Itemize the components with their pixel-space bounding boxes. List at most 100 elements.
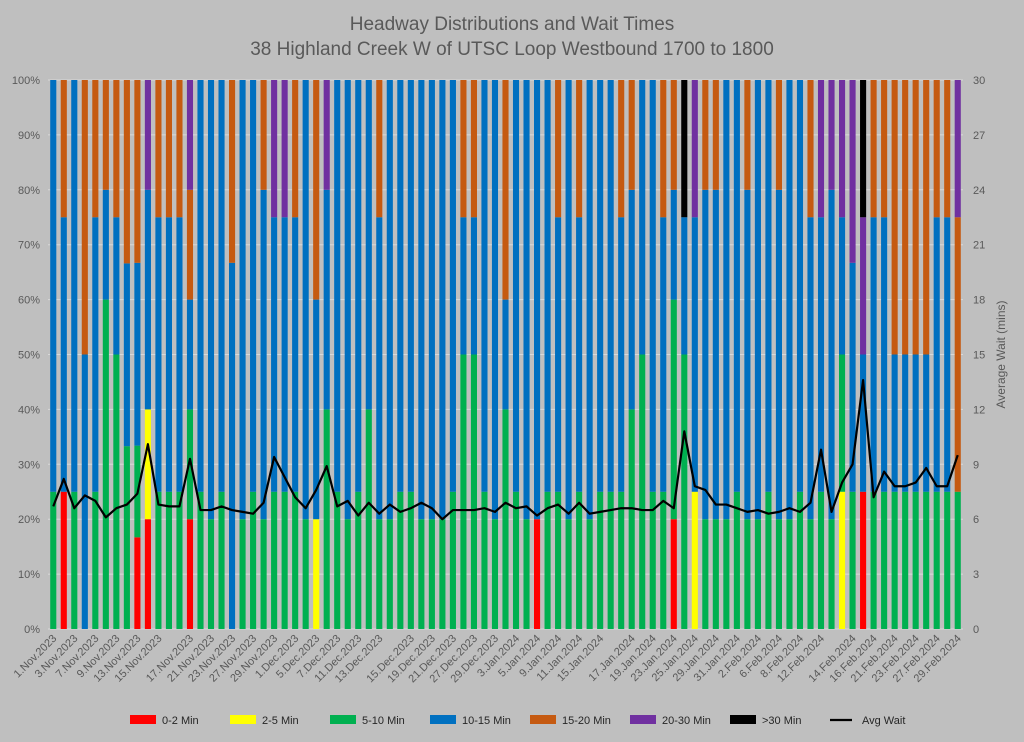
bar-segment: [418, 80, 425, 520]
bar-segment: [407, 491, 414, 629]
bar-segment: [712, 189, 719, 520]
bar-segment: [618, 80, 625, 218]
bar-segment: [50, 80, 57, 492]
bar-segment: [302, 80, 309, 520]
bar-segment: [902, 491, 909, 629]
y-left-tick-label: 90%: [18, 130, 40, 142]
bar-segment: [60, 80, 67, 218]
y-left-tick-label: 60%: [18, 295, 40, 307]
bar-segment: [817, 80, 825, 218]
bar-segment: [649, 491, 656, 629]
bar-segment: [102, 189, 109, 300]
y-right-tick-label: 6: [973, 514, 979, 526]
bar-segment: [481, 491, 488, 629]
bar-segment: [144, 409, 151, 520]
legend-swatch: [330, 715, 356, 724]
stacked-bars: [50, 80, 961, 629]
bar-segment: [144, 189, 151, 410]
bar-segment: [891, 80, 898, 355]
bar-segment: [281, 217, 288, 492]
bar-segment: [723, 80, 730, 520]
bar-segment: [639, 80, 646, 355]
bar-segment: [681, 80, 688, 218]
bar-segment: [123, 446, 130, 629]
bar-segment: [860, 491, 867, 629]
bar-segment: [944, 217, 951, 492]
bar-segment: [607, 80, 614, 492]
bar-segment: [796, 491, 804, 629]
bar-segment: [944, 80, 951, 218]
legend-label: 20-30 Min: [662, 715, 711, 727]
bar-segment: [891, 491, 898, 629]
bar-segment: [250, 80, 257, 492]
bar-segment: [670, 80, 677, 190]
bar-segment: [313, 519, 320, 629]
bar-segment: [576, 80, 583, 218]
bar-segment: [186, 519, 194, 629]
bar-segment: [544, 491, 551, 629]
bar-segment: [744, 189, 751, 520]
bar-segment: [292, 491, 299, 629]
bar-segment: [155, 80, 162, 218]
y-left-tick-label: 0%: [24, 624, 40, 636]
bar-segment: [113, 217, 120, 355]
bar-segment: [754, 519, 761, 629]
bar-segment: [544, 80, 551, 492]
bar-segment: [723, 519, 730, 629]
bar-segment: [439, 80, 446, 520]
y-left-tick-label: 50%: [18, 350, 40, 362]
right-axis-label: Average Wait (mins): [994, 300, 1008, 408]
bar-segment: [954, 80, 961, 218]
bar-segment: [470, 80, 477, 218]
bar-segment: [933, 80, 940, 218]
bar-segment: [660, 491, 667, 629]
bar-segment: [292, 80, 299, 218]
bar-segment: [944, 491, 951, 629]
x-axis-ticks: 1.Nov.20233.Nov.20237.Nov.20239.Nov.2023…: [12, 633, 964, 686]
y-right-tick-label: 24: [973, 185, 985, 197]
bar-segment: [134, 80, 141, 263]
bar-segment: [134, 262, 141, 446]
bar-segment: [313, 80, 320, 300]
bar-segment: [491, 80, 499, 520]
bar-segment: [229, 80, 236, 263]
bar-segment: [155, 491, 162, 629]
chart-subtitle: 38 Highland Creek W of UTSC Loop Westbou…: [250, 39, 774, 60]
bar-segment: [796, 80, 804, 492]
bar-segment: [239, 519, 246, 629]
legend-label: 0-2 Min: [162, 715, 199, 727]
bar-segment: [186, 189, 194, 300]
legend-swatch: [630, 715, 656, 724]
bar-segment: [576, 491, 583, 629]
bar-segment: [828, 80, 835, 190]
legend-label: 2-5 Min: [262, 715, 299, 727]
bar-segment: [881, 80, 888, 218]
y-right-tick-label: 30: [973, 75, 985, 87]
bar-segment: [386, 80, 393, 520]
y-right-tick-label: 9: [973, 459, 979, 471]
bar-segment: [744, 80, 751, 190]
y-right-tick-label: 3: [973, 569, 979, 581]
bar-segment: [639, 354, 646, 629]
bar-segment: [702, 189, 709, 520]
bar-segment: [733, 491, 740, 629]
bar-segment: [365, 409, 372, 629]
avg-wait-line: [52, 379, 959, 521]
bar-segment: [512, 491, 520, 629]
bar-segment: [176, 491, 183, 629]
bar-segment: [849, 80, 856, 263]
bar-segment: [134, 537, 141, 629]
y-left-tick-label: 10%: [18, 569, 40, 581]
bar-segment: [691, 491, 698, 629]
bar-segment: [775, 189, 782, 520]
bar-segment: [197, 80, 204, 492]
legend-swatch: [130, 715, 156, 724]
bar-segment: [555, 80, 562, 218]
bar-segment: [849, 491, 856, 629]
bar-segment: [702, 519, 709, 629]
bar-segment: [534, 519, 541, 629]
bar-segment: [344, 519, 351, 629]
bar-segment: [681, 217, 688, 355]
bar-segment: [817, 217, 825, 492]
legend-swatch: [230, 715, 256, 724]
